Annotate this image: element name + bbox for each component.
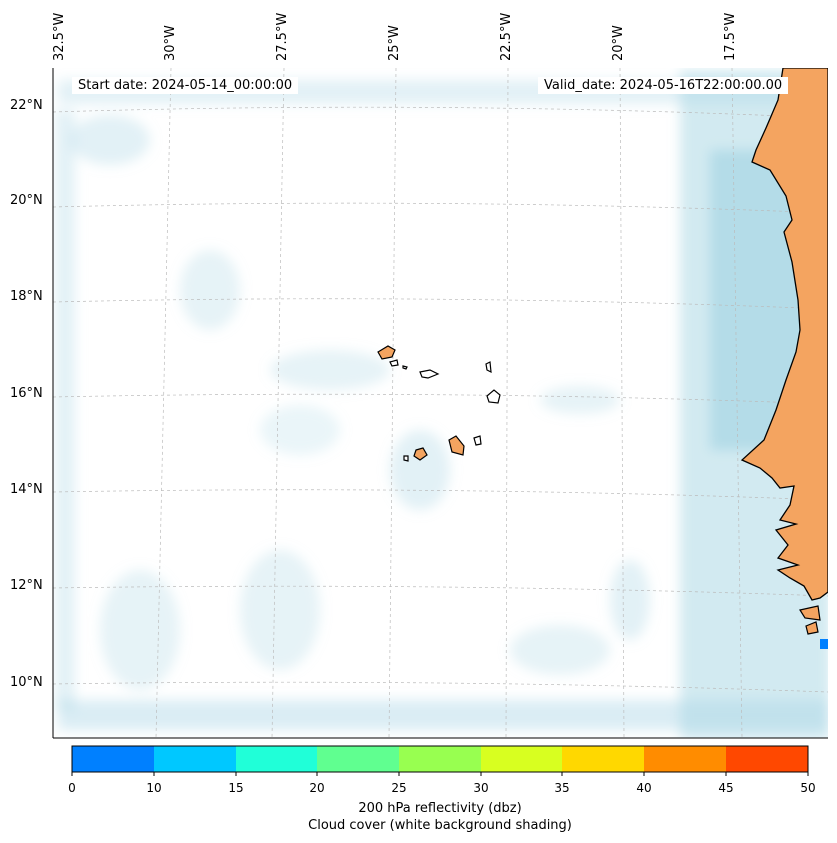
lat-label: 10°N <box>10 675 43 690</box>
lon-label: 30°W <box>163 25 178 61</box>
colorbar-segment <box>317 746 399 772</box>
colorbar-segment <box>726 746 808 772</box>
colorbar-tick-label: 50 <box>800 781 816 795</box>
lat-label: 12°N <box>10 578 43 593</box>
colorbar-segment <box>399 746 481 772</box>
lat-label: 20°N <box>10 193 43 208</box>
colorbar-tick-label: 20 <box>309 781 325 795</box>
colorbar-tick-label: 40 <box>636 781 652 795</box>
lat-label: 16°N <box>10 386 43 401</box>
african-coastline <box>740 68 828 601</box>
colorbar-segment <box>154 746 236 772</box>
lon-label: 22.5°W <box>499 12 514 61</box>
colorbar-segment <box>481 746 562 772</box>
lon-label: 32.5°W <box>52 12 67 61</box>
colorbar-label: 200 hPa reflectivity (dbz) <box>358 801 522 816</box>
colorbar-tick-label: 15 <box>228 781 244 795</box>
colorbar-sublabel: Cloud cover (white background shading) <box>308 818 572 833</box>
colorbar-segment <box>644 746 726 772</box>
colorbar-tick-label: 0 <box>68 781 76 795</box>
lon-label: 25°W <box>387 25 402 61</box>
colorbar-segment <box>72 746 154 772</box>
coastal-islet <box>799 605 821 621</box>
lat-label: 14°N <box>10 482 43 497</box>
colorbar-tick-label: 45 <box>718 781 734 795</box>
colorbar-tick-label: 10 <box>146 781 162 795</box>
colorbar-outline <box>71 745 809 773</box>
cape-verde-islands <box>377 345 501 462</box>
colorbar-tick-label: 25 <box>391 781 407 795</box>
coastal-islet <box>805 621 819 635</box>
lon-label: 20°W <box>611 25 626 61</box>
graticule <box>53 68 828 738</box>
start-date-label: Start date: 2024-05-14_00:00:00 <box>72 77 299 94</box>
colorbar-segment <box>562 746 644 772</box>
colorbar-tick-label: 30 <box>473 781 489 795</box>
lat-label: 18°N <box>10 289 43 304</box>
lat-label: 22°N <box>10 98 43 113</box>
colorbar-segment <box>236 746 317 772</box>
lon-label: 17.5°W <box>723 12 738 61</box>
valid-date-label: Valid_date: 2024-05-16T22:00:00.00 <box>538 77 789 94</box>
lon-label: 27.5°W <box>275 12 290 61</box>
colorbar-tick-label: 35 <box>554 781 570 795</box>
reflectivity-cell <box>820 639 828 649</box>
colorbar <box>71 745 809 776</box>
